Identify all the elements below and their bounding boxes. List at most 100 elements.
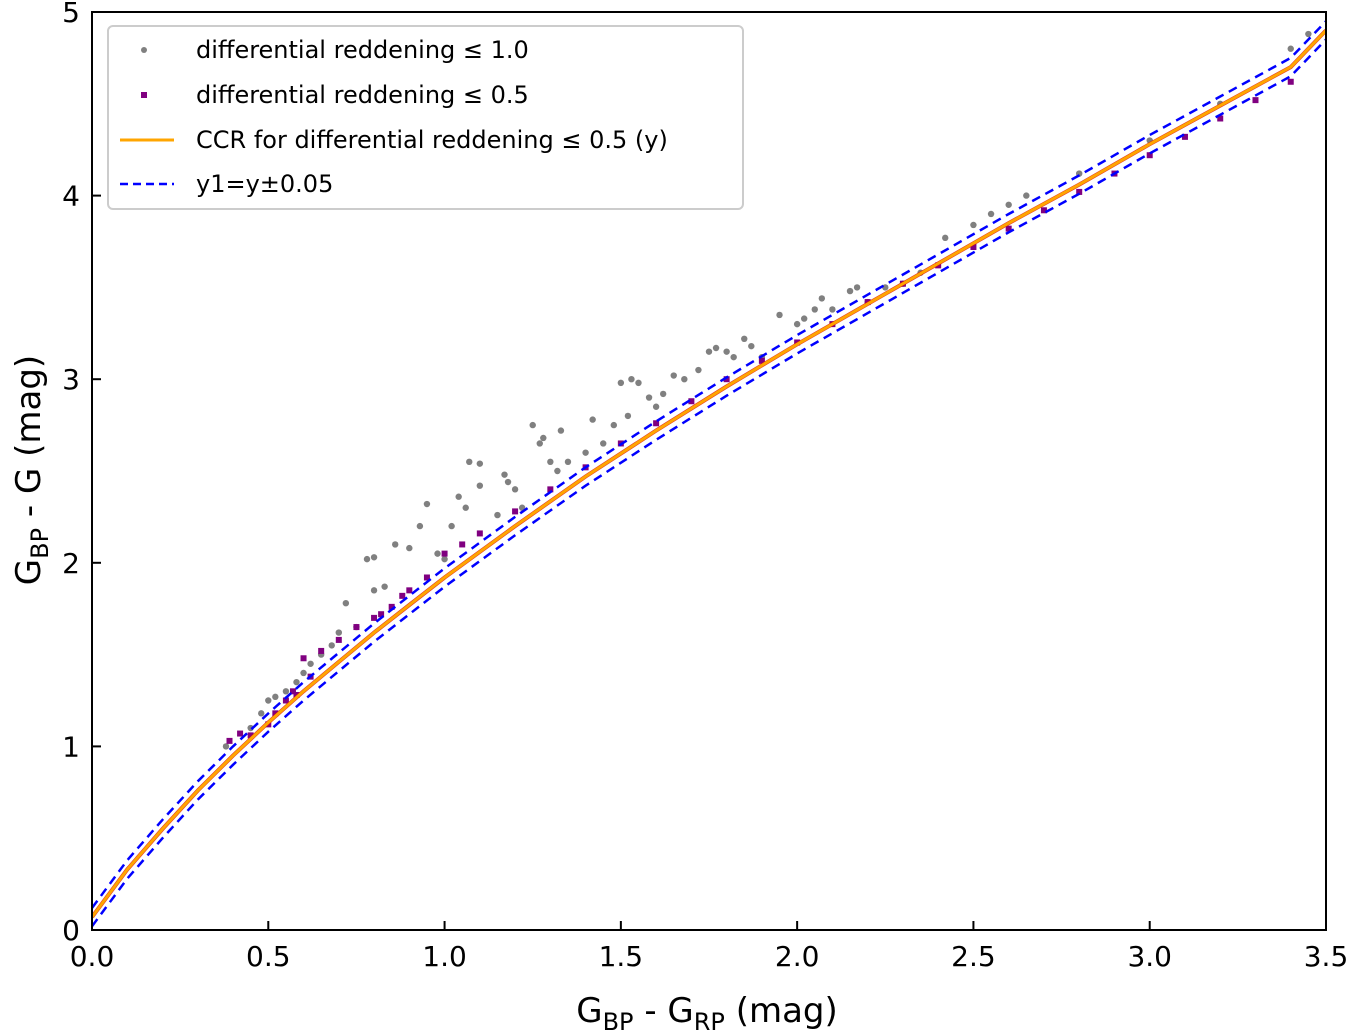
- y-tick-label: 0: [62, 914, 80, 947]
- scatter-point-gray: [1305, 30, 1312, 38]
- x-tick-label: 3.0: [1127, 940, 1172, 973]
- x-tick-label: 3.5: [1304, 940, 1349, 973]
- scatter-point-purple: [1252, 97, 1259, 104]
- ccr-line: [92, 29, 1326, 918]
- scatter-point-gray: [529, 421, 536, 429]
- scatter-point-gray: [462, 504, 469, 511]
- scatter-point-purple: [688, 398, 695, 405]
- scatter-point-gray: [659, 390, 667, 398]
- axes-frame: [91, 11, 1327, 931]
- scatter-point-gray: [557, 427, 565, 434]
- y-tick-label: 1: [62, 730, 80, 763]
- scatter-point-purple: [388, 603, 395, 610]
- scatter-point-purple: [282, 697, 289, 704]
- scatter-point-gray: [466, 458, 473, 466]
- scatter-point-gray: [712, 344, 720, 352]
- scatter-point-purple: [247, 732, 254, 739]
- scatter-point-gray: [882, 284, 889, 291]
- scatter-point-gray: [455, 493, 462, 500]
- plot-area: [92, 20, 1326, 928]
- scatter-point-purple: [353, 624, 360, 631]
- scatter-point-gray: [307, 660, 314, 667]
- envelope-lower-line: [92, 38, 1326, 928]
- scatter-point-gray: [705, 348, 713, 355]
- scatter-point-purple: [476, 530, 483, 537]
- scatter-point-gray: [1287, 45, 1294, 52]
- y-tick-label: 4: [62, 180, 80, 213]
- scatter-point-gray: [818, 295, 826, 302]
- scatter-point-gray: [800, 315, 808, 322]
- scatter-point-purple: [423, 574, 430, 581]
- scatter-point-purple: [289, 688, 296, 695]
- scatter-point-gray: [624, 412, 632, 420]
- scatter-point-gray: [554, 467, 561, 475]
- scatter-point-gray: [1005, 201, 1012, 208]
- scatter-point-gray: [416, 522, 424, 530]
- scatter-point-gray: [723, 348, 730, 355]
- scatter-point-purple: [723, 376, 730, 383]
- scatter-point-gray: [695, 366, 702, 374]
- tick-layer: 0.0 0.5 1.0 1.5 2.0 2.5 3.0 3.5 0 1 2 3 4 5: [62, 0, 1348, 973]
- scatter-point-gray: [628, 376, 635, 383]
- legend-label-y1: y1=y±0.05: [196, 170, 333, 198]
- y-tick-label: 5: [62, 0, 80, 29]
- scatter-point-purple: [970, 244, 977, 251]
- scatter-point-gray: [748, 342, 755, 350]
- scatter-point-gray: [987, 210, 995, 218]
- scatter-point-gray: [853, 284, 861, 291]
- scatter-point-purple: [371, 614, 378, 621]
- scatter-point-gray: [600, 440, 607, 447]
- scatter-point-purple: [1005, 225, 1012, 232]
- scatter-point-gray: [448, 522, 455, 530]
- scatter-point-gray: [501, 471, 508, 478]
- scatter-point-gray: [617, 379, 625, 387]
- x-tick-label: 2.0: [775, 940, 820, 973]
- scatter-point-gray: [970, 221, 977, 229]
- scatter-point-gray: [635, 379, 642, 387]
- scatter-point-purple: [512, 508, 519, 515]
- scatter-point-gray: [730, 353, 737, 361]
- scatter-point-gray: [846, 287, 854, 295]
- scatter-point-purple: [226, 737, 233, 744]
- scatter-point-gray: [434, 550, 441, 557]
- scatter-point-gray: [547, 458, 554, 466]
- x-tick-label: 1.0: [422, 940, 467, 973]
- scatter-point-gray: [370, 554, 378, 561]
- legend-label-reddening-1: differential reddening ≤ 1.0: [196, 36, 529, 64]
- scatter-point-gray: [681, 376, 688, 383]
- scatter-point-purple: [1146, 152, 1153, 159]
- legend-marker-purple-square: [141, 92, 147, 98]
- legend: differential reddening ≤ 1.0 differentia…: [107, 25, 744, 210]
- scatter-point-gray: [776, 311, 783, 319]
- legend-label-reddening-05: differential reddening ≤ 0.5: [196, 81, 529, 109]
- scatter-point-gray: [476, 482, 484, 489]
- scatter-point-gray: [536, 440, 543, 447]
- scatter-point-gray: [423, 500, 431, 508]
- scatter-point-gray: [511, 486, 519, 493]
- scatter-point-gray: [335, 629, 342, 636]
- scatter-point-gray: [363, 555, 371, 563]
- scatter-point-gray: [652, 403, 660, 410]
- scatter-point-gray: [441, 555, 448, 563]
- scatter-point-gray: [582, 449, 589, 456]
- x-tick-label: 2.5: [951, 940, 996, 973]
- scatter-point-gray: [829, 306, 836, 313]
- legend-label-ccr: CCR for differential reddening ≤ 0.5 (y): [196, 126, 668, 154]
- scatter-point-gray: [476, 460, 484, 467]
- y-tick-label: 2: [62, 547, 80, 580]
- scatter-point-gray: [381, 583, 388, 590]
- scatter-point-purple: [272, 710, 279, 717]
- scatter-point-gray: [258, 710, 265, 717]
- x-axis-label: GBP - GRP (mag): [576, 991, 838, 1030]
- x-tick-label: 0.5: [246, 940, 291, 973]
- envelope-upper-line: [92, 20, 1326, 909]
- scatter-point-gray: [540, 434, 547, 442]
- scatter-point-gray: [494, 511, 501, 519]
- scatter-point-gray: [942, 234, 949, 242]
- scatter-point-gray: [328, 642, 335, 649]
- scatter-point-purple: [653, 420, 660, 427]
- scatter-point-gray: [645, 394, 653, 401]
- scatter-point-purple: [1181, 133, 1188, 140]
- scatter-point-gray: [1023, 192, 1030, 199]
